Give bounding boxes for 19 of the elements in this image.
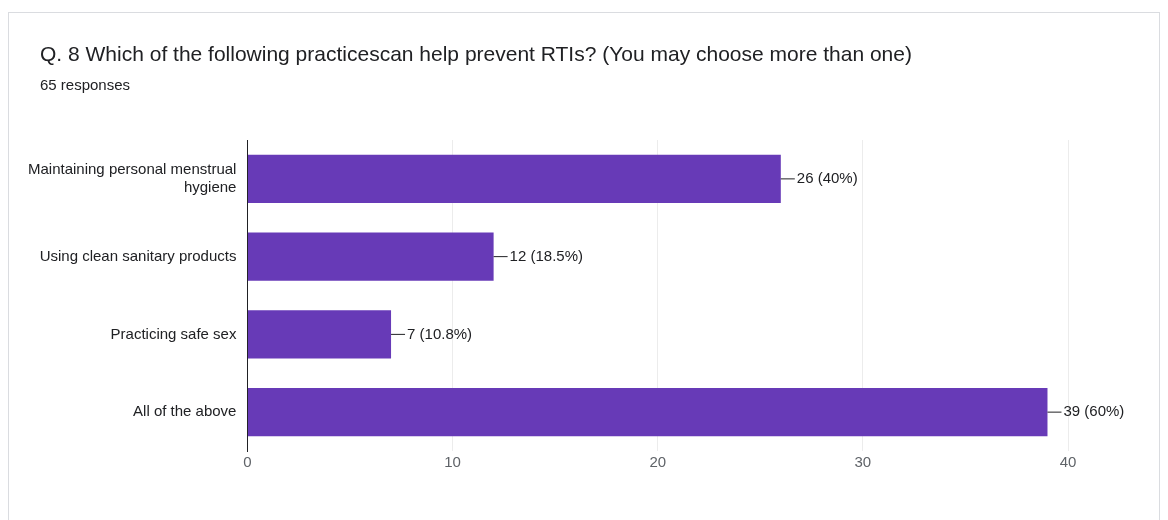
data-label: 7 (10.8%) (407, 324, 473, 342)
x-tick-label: 40 (1059, 453, 1077, 471)
x-tick-label: 20 (649, 453, 667, 471)
y-tick-label: Using clean sanitary products (39, 246, 237, 264)
data-label: 12 (18.5%) (509, 246, 583, 264)
x-tick-label: 10 (444, 453, 461, 471)
x-tick-label: 30 (854, 453, 872, 471)
y-tick-label: Maintaining personal menstrual hygiene (27, 160, 237, 196)
bar (247, 310, 392, 359)
data-label: 39 (60%) (1063, 402, 1125, 420)
bar (247, 232, 494, 281)
text: 65 responses (40, 76, 131, 93)
data-label: 26 (40%) (796, 169, 858, 187)
y-tick-label: Practicing safe sex (110, 324, 237, 342)
chart-title: Q. 8 Which of the following practicescan help prevent RTIs? (You may choose more than one) (40, 42, 912, 66)
x-tick-label: 0 (243, 453, 252, 471)
y-tick-label: All of the above (133, 402, 237, 420)
bar (247, 154, 781, 203)
bar (247, 388, 1048, 437)
